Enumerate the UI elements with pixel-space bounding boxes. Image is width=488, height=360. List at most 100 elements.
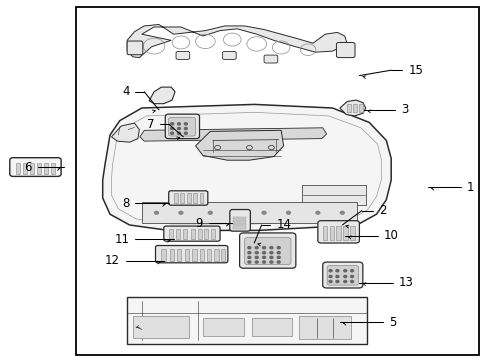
Circle shape — [328, 270, 331, 272]
Bar — [184, 249, 189, 261]
Text: 2: 2 — [378, 204, 386, 217]
Circle shape — [277, 261, 280, 263]
Bar — [329, 226, 333, 240]
Bar — [169, 249, 174, 261]
FancyBboxPatch shape — [155, 246, 227, 263]
Bar — [16, 163, 20, 174]
Bar — [133, 316, 189, 338]
Bar — [204, 229, 208, 239]
Circle shape — [262, 252, 265, 254]
Bar — [44, 163, 48, 174]
Circle shape — [343, 280, 346, 283]
Circle shape — [328, 275, 331, 278]
Polygon shape — [195, 130, 283, 160]
Circle shape — [269, 256, 272, 258]
Bar — [251, 318, 291, 336]
Circle shape — [269, 261, 272, 263]
Polygon shape — [339, 100, 365, 116]
Polygon shape — [111, 123, 139, 142]
Circle shape — [340, 211, 344, 214]
Bar — [211, 229, 215, 239]
Bar — [199, 249, 203, 261]
Circle shape — [154, 211, 158, 214]
Bar — [203, 318, 244, 336]
Bar — [349, 226, 354, 240]
FancyBboxPatch shape — [163, 226, 220, 241]
Circle shape — [277, 252, 280, 254]
Circle shape — [177, 127, 180, 130]
Bar — [173, 193, 177, 203]
Polygon shape — [149, 87, 175, 104]
FancyBboxPatch shape — [165, 114, 199, 139]
Bar — [232, 223, 246, 225]
Bar — [186, 193, 190, 203]
Text: 7: 7 — [146, 118, 154, 131]
Bar — [176, 229, 180, 239]
Text: 10: 10 — [383, 229, 398, 242]
Circle shape — [247, 256, 250, 258]
Circle shape — [255, 256, 258, 258]
Bar — [199, 193, 203, 203]
FancyBboxPatch shape — [322, 262, 362, 288]
FancyBboxPatch shape — [10, 158, 61, 176]
Bar — [51, 163, 55, 174]
FancyBboxPatch shape — [336, 42, 354, 58]
FancyBboxPatch shape — [229, 210, 250, 231]
Circle shape — [350, 270, 353, 272]
FancyBboxPatch shape — [264, 55, 277, 63]
Bar — [206, 249, 211, 261]
Circle shape — [247, 261, 250, 263]
Circle shape — [208, 211, 212, 214]
Circle shape — [328, 280, 331, 283]
FancyBboxPatch shape — [168, 191, 207, 205]
Text: 12: 12 — [104, 255, 120, 267]
Circle shape — [177, 132, 180, 134]
Circle shape — [262, 211, 265, 214]
Circle shape — [269, 252, 272, 254]
Bar — [302, 185, 365, 205]
Bar — [142, 202, 356, 223]
Circle shape — [277, 247, 280, 249]
Circle shape — [343, 270, 346, 272]
Circle shape — [335, 280, 338, 283]
Text: 4: 4 — [122, 85, 129, 98]
Circle shape — [286, 211, 290, 214]
Circle shape — [343, 275, 346, 278]
Text: 3: 3 — [400, 103, 407, 116]
Circle shape — [350, 275, 353, 278]
Bar — [193, 193, 197, 203]
Text: 1: 1 — [466, 181, 473, 194]
Circle shape — [179, 211, 183, 214]
Bar — [30, 163, 34, 174]
FancyBboxPatch shape — [168, 117, 195, 136]
Bar — [168, 229, 172, 239]
Circle shape — [262, 261, 265, 263]
Circle shape — [269, 247, 272, 249]
Text: 13: 13 — [398, 276, 412, 289]
Circle shape — [237, 211, 241, 214]
Circle shape — [277, 256, 280, 258]
Bar — [346, 104, 350, 112]
Bar — [23, 163, 27, 174]
FancyBboxPatch shape — [222, 51, 236, 59]
Bar — [190, 229, 194, 239]
Circle shape — [350, 280, 353, 283]
Circle shape — [262, 247, 265, 249]
Bar — [359, 104, 363, 112]
Text: 6: 6 — [24, 161, 32, 174]
Circle shape — [170, 132, 173, 134]
FancyBboxPatch shape — [244, 238, 290, 265]
Circle shape — [170, 123, 173, 125]
Bar — [322, 226, 326, 240]
Bar — [37, 163, 41, 174]
Bar — [198, 229, 202, 239]
Bar — [192, 249, 196, 261]
Bar — [180, 193, 183, 203]
Circle shape — [255, 261, 258, 263]
Bar — [299, 316, 350, 339]
Polygon shape — [127, 24, 346, 58]
Circle shape — [255, 247, 258, 249]
Circle shape — [184, 123, 187, 125]
Bar — [221, 249, 225, 261]
Bar — [232, 226, 246, 229]
